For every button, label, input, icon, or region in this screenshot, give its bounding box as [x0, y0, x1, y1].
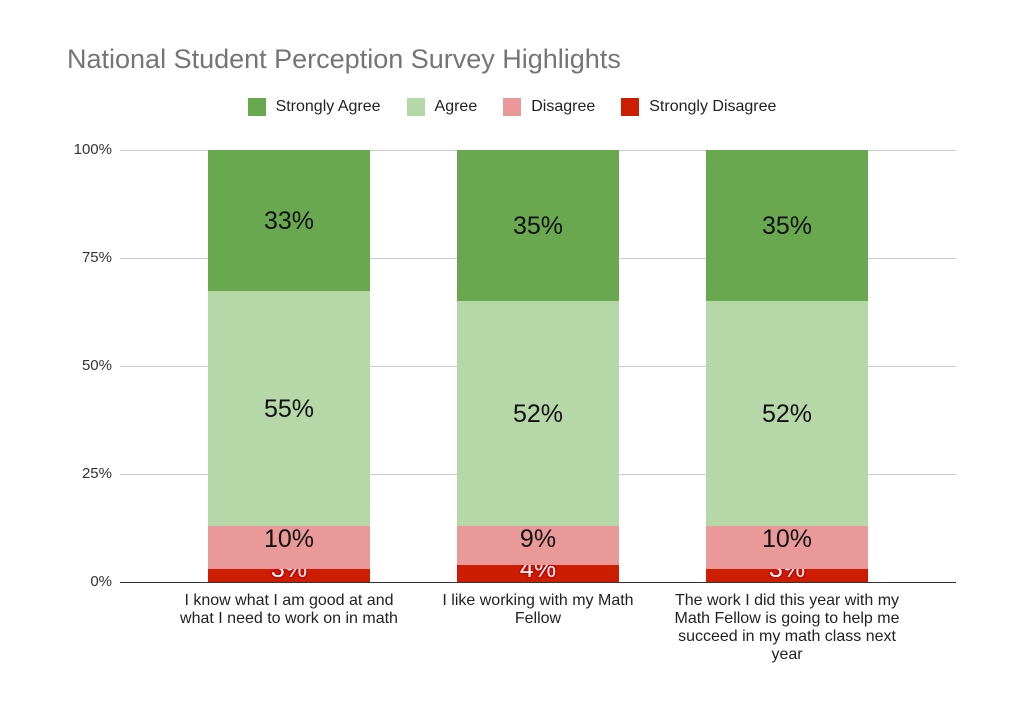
data-label: 10%	[263, 525, 315, 553]
x-category-label: I know what I am good at and what I need…	[180, 592, 398, 627]
legend: Strongly Agree Agree Disagree Strongly Disa…	[0, 98, 1024, 116]
bar-segment	[457, 525, 619, 565]
legend-swatch	[621, 98, 640, 116]
bar-segment	[208, 150, 370, 292]
data-label: 55%	[263, 394, 315, 423]
legend-item: Disagree	[503, 98, 595, 116]
bar-segment	[706, 525, 868, 570]
legend-label: Strongly Disagree	[649, 98, 777, 115]
data-label: 35%	[761, 211, 813, 240]
x-category-label: The work I did this year with my Math Fe…	[674, 592, 900, 663]
data-label: 52%	[761, 399, 813, 428]
legend-label: Strongly Agree	[275, 98, 381, 115]
legend-swatch	[247, 98, 266, 116]
legend-item: Strongly Disagree	[621, 98, 776, 116]
y-tick-label: 50%	[81, 357, 112, 374]
data-label: 10%	[761, 524, 813, 553]
legend-label: Disagree	[531, 98, 596, 115]
bar-segment	[457, 564, 619, 582]
bar-segment	[208, 291, 370, 527]
bar-segment	[208, 526, 370, 570]
data-label: 9%	[519, 524, 557, 553]
legend-swatch	[503, 98, 522, 116]
data-label: 35%	[512, 211, 564, 240]
legend-item: Agree	[406, 98, 478, 116]
chart-title: National Student Perception Survey Highl…	[67, 44, 621, 74]
bar-segment	[457, 301, 619, 526]
bar-segment	[706, 569, 868, 582]
bar-segment	[457, 150, 619, 302]
legend-item: Strongly Agree	[247, 98, 381, 116]
y-tick-label: 0%	[90, 573, 112, 590]
y-tick-label: 25%	[81, 465, 112, 482]
bar-segment	[208, 569, 370, 582]
y-tick-label: 100%	[73, 141, 112, 158]
x-axis-line	[120, 582, 956, 583]
legend-swatch	[406, 98, 425, 116]
bar-segment	[706, 150, 868, 302]
legend-label: Agree	[434, 98, 478, 115]
x-category-label: I like working with my Math Fellow	[442, 592, 634, 627]
y-tick-label: 75%	[81, 249, 112, 266]
data-label: 33%	[263, 206, 315, 235]
data-label: 52%	[512, 399, 564, 428]
bar-segment	[706, 301, 868, 526]
